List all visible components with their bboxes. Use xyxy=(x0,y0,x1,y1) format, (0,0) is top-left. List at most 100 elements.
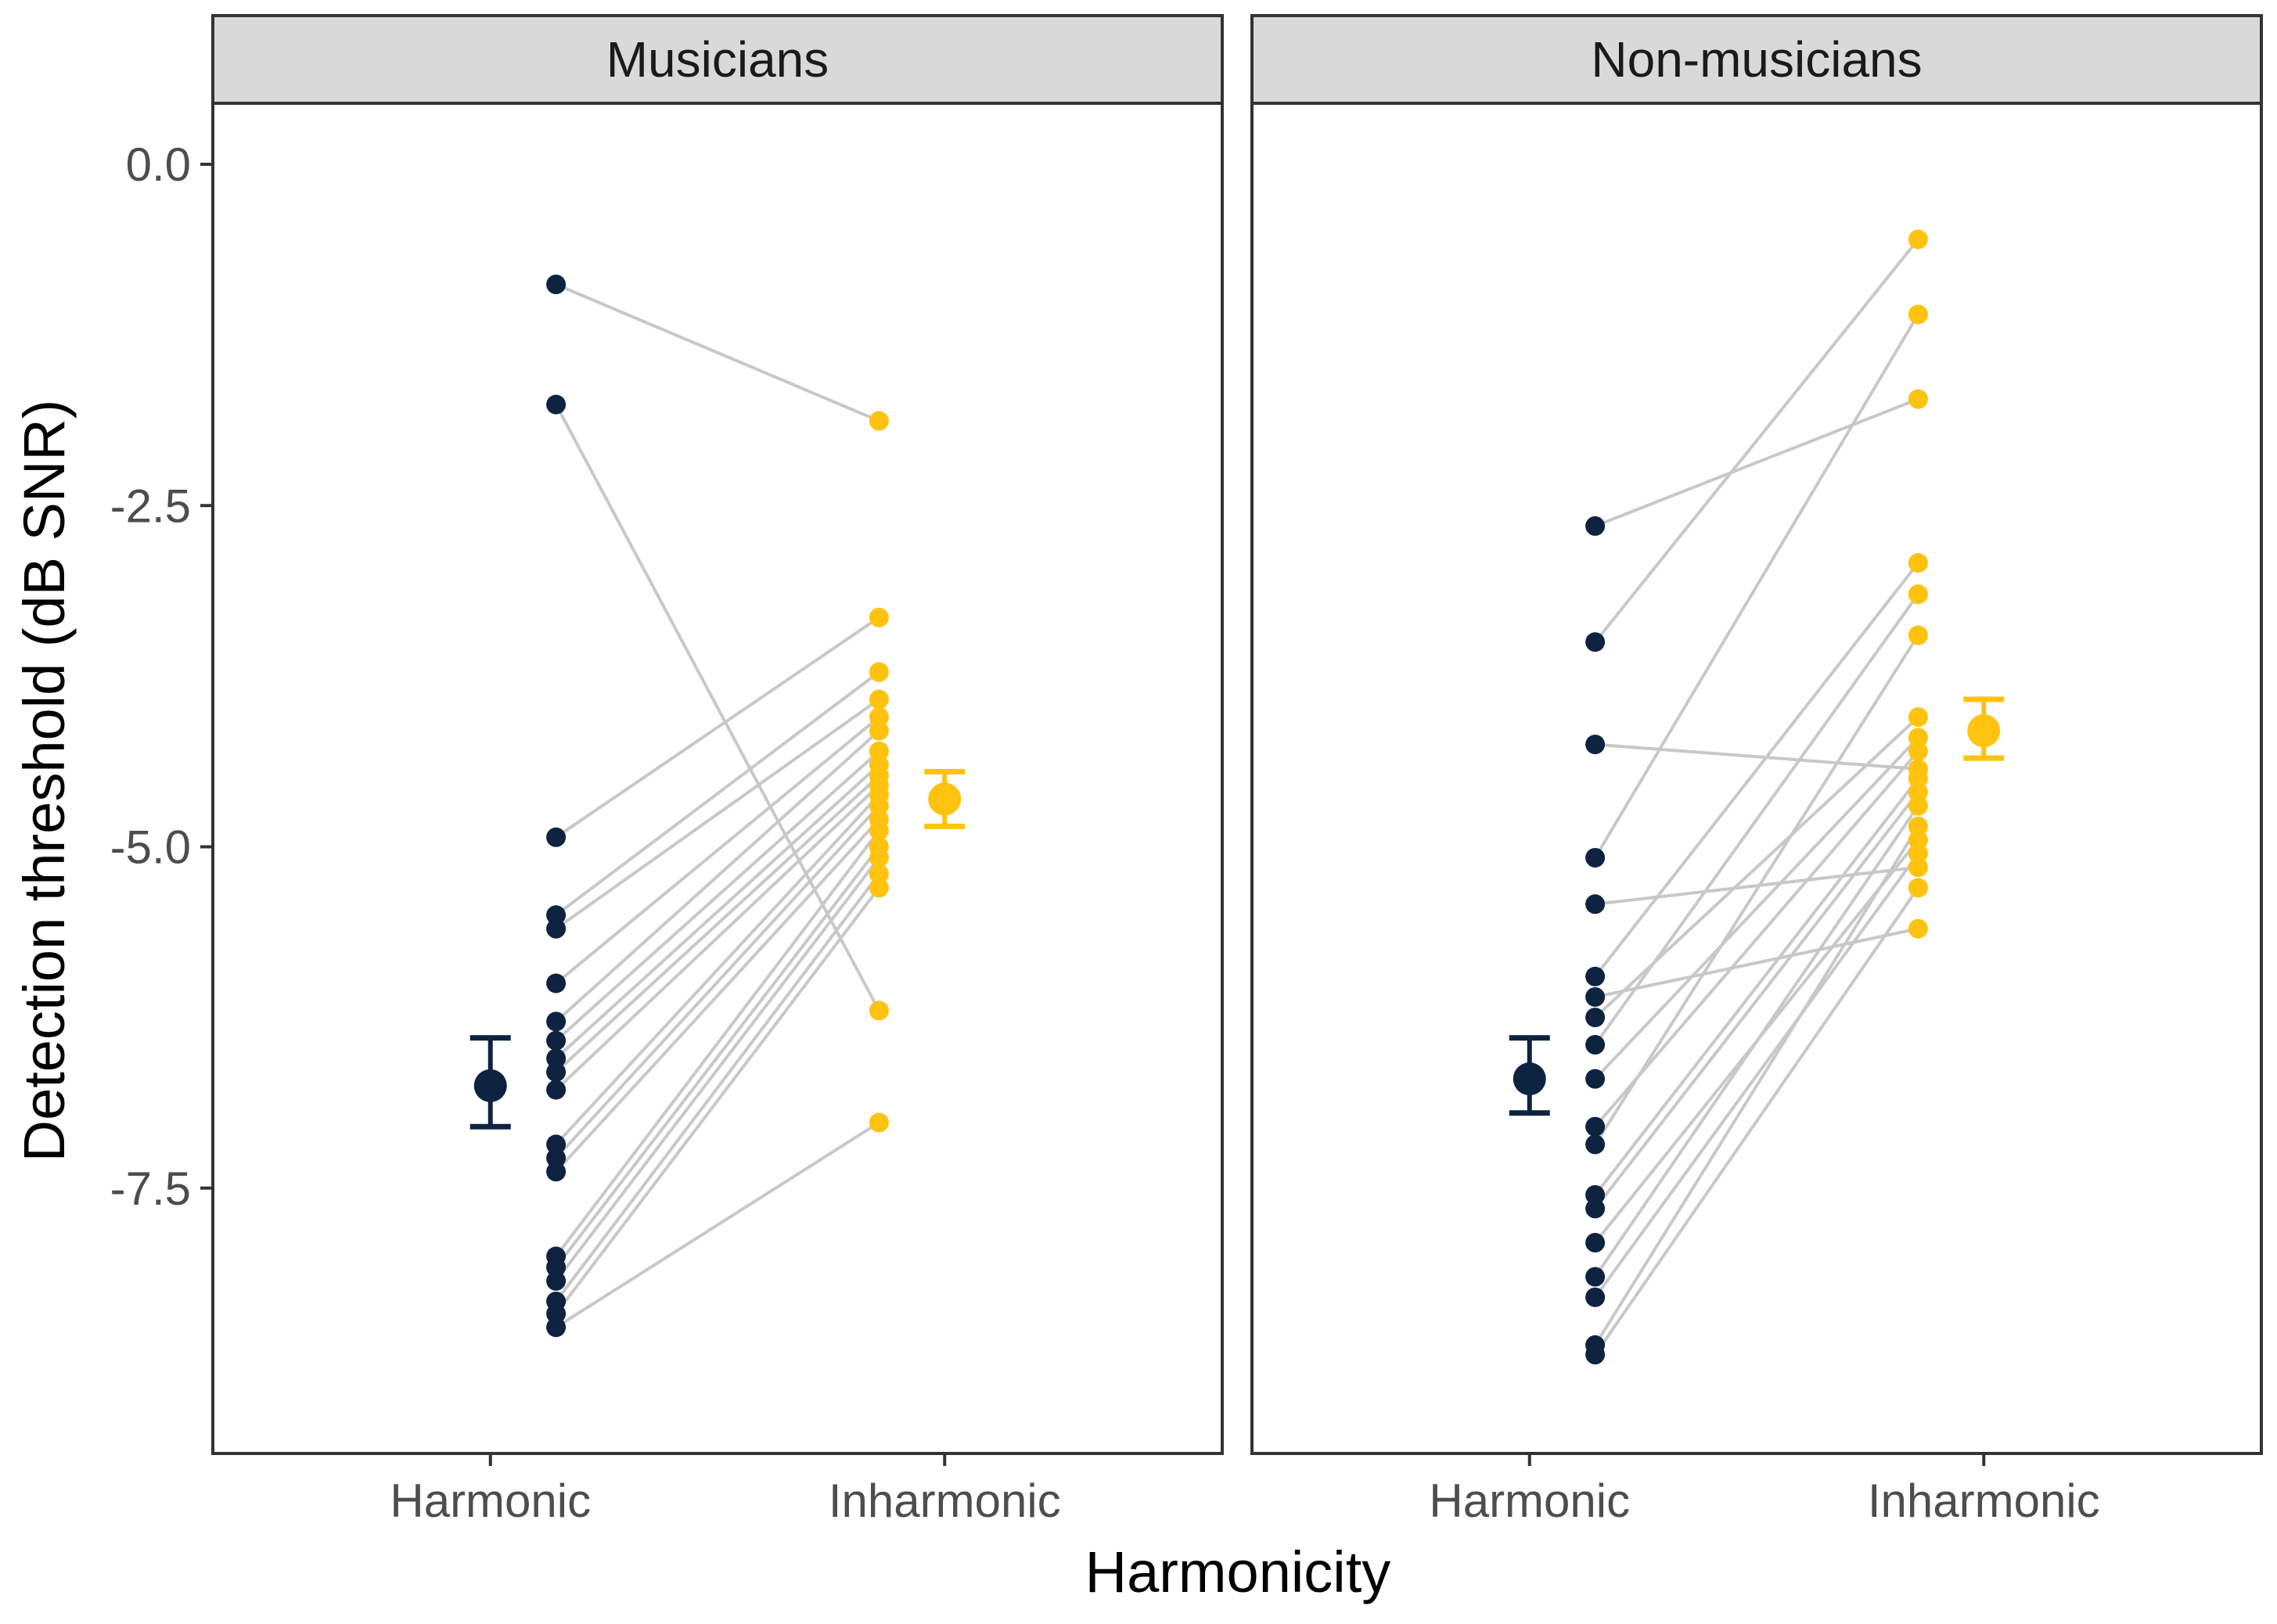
harmonic-point xyxy=(1585,516,1606,536)
inharmonic-point xyxy=(1908,625,1928,645)
harmonic-mean-point xyxy=(473,1069,507,1102)
y-axis-title: Detection threshold (dB SNR) xyxy=(12,400,77,1162)
harmonic-point xyxy=(546,918,567,939)
inharmonic-point xyxy=(1908,768,1928,789)
harmonic-point xyxy=(1585,986,1606,1007)
harmonic-point xyxy=(1585,1198,1606,1219)
pair-line xyxy=(1593,886,1920,1356)
pair-line xyxy=(555,616,880,839)
harmonic-point xyxy=(1585,1134,1606,1155)
y-axis: 0.0 -2.5 -5.0 -7.5 xyxy=(110,138,213,1215)
inharmonic-point xyxy=(869,411,889,431)
harmonic-point xyxy=(546,1270,567,1291)
x-tick-label: Harmonic xyxy=(390,1475,591,1527)
inharmonic-point xyxy=(869,796,889,816)
harmonic-point xyxy=(1585,1069,1606,1089)
harmonic-point xyxy=(546,275,567,295)
pair-line xyxy=(555,282,880,422)
facet-label: Non-musicians xyxy=(1591,31,1922,88)
inharmonic-mean-errorbar xyxy=(924,769,966,829)
harmonic-point xyxy=(1585,1116,1606,1137)
pair-line xyxy=(555,1121,880,1329)
pair-line xyxy=(1593,593,1920,1046)
harmonic-mean-errorbar xyxy=(469,1035,511,1130)
pair-line xyxy=(1593,805,1920,1278)
inharmonic-point xyxy=(869,707,889,728)
pair-line xyxy=(555,749,880,1042)
inharmonic-point xyxy=(869,689,889,710)
inharmonic-point xyxy=(1908,843,1928,864)
harmonic-point xyxy=(546,827,567,847)
x-tick-label: Inharmonic xyxy=(829,1475,1061,1527)
pair-line xyxy=(555,763,880,1060)
pair-line xyxy=(555,818,880,1173)
data-points xyxy=(1585,229,1928,1365)
harmonic-point xyxy=(1585,1345,1606,1365)
pair-lines xyxy=(554,282,881,1329)
pair-line xyxy=(555,829,880,1258)
inharmonic-point xyxy=(1908,918,1928,939)
inharmonic-point xyxy=(1908,707,1928,728)
harmonic-point xyxy=(546,1011,567,1032)
y-tick-label: 0.0 xyxy=(126,138,191,191)
pair-line xyxy=(555,784,880,1091)
pair-line xyxy=(555,716,880,985)
inharmonic-point xyxy=(1908,796,1928,816)
inharmonic-point xyxy=(869,720,889,741)
inharmonic-point xyxy=(1908,782,1928,803)
inharmonic-point xyxy=(1908,830,1928,850)
pair-line xyxy=(1594,736,1919,1080)
inharmonic-point xyxy=(869,662,889,682)
harmonic-point xyxy=(1585,966,1606,986)
harmonic-point xyxy=(1585,1267,1606,1287)
pair-line xyxy=(555,873,880,1302)
harmonic-point xyxy=(546,1030,567,1051)
pair-line xyxy=(1593,853,1920,1299)
harmonic-point xyxy=(1585,1287,1606,1307)
pair-line xyxy=(555,804,880,1159)
harmonic-point xyxy=(546,905,567,925)
x-tick-label: Harmonic xyxy=(1429,1475,1630,1527)
y-tick-label: -7.5 xyxy=(110,1162,191,1215)
inharmonic-mean-errorbar xyxy=(1963,696,2005,761)
pair-line xyxy=(1594,750,1919,1128)
harmonic-point xyxy=(1585,1233,1606,1253)
pair-line xyxy=(1594,562,1919,978)
inharmonic-point xyxy=(1908,584,1928,605)
pair-line xyxy=(1593,634,1920,1145)
panel-musicians: Musicians Harmonic Inharmonic xyxy=(211,14,1224,1527)
harmonic-point xyxy=(1585,847,1606,868)
harmonic-point xyxy=(546,1148,567,1168)
pair-lines xyxy=(1593,238,1920,1356)
pair-line xyxy=(1594,778,1919,1196)
harmonic-point xyxy=(546,1317,567,1338)
pair-line xyxy=(555,729,880,1023)
inharmonic-point xyxy=(1908,389,1928,409)
inharmonic-point xyxy=(1908,553,1928,573)
pair-line xyxy=(555,857,880,1282)
inharmonic-point xyxy=(1908,816,1928,836)
panel-frame xyxy=(1250,102,2263,1455)
harmonic-point xyxy=(546,1062,567,1082)
inharmonic-point xyxy=(869,1112,889,1133)
panel-frame xyxy=(211,102,1224,1455)
harmonic-point xyxy=(1585,1008,1606,1028)
inharmonic-point xyxy=(869,821,889,841)
inharmonic-mean-point xyxy=(1967,714,2001,748)
inharmonic-point xyxy=(1908,741,1928,761)
inharmonic-point xyxy=(1908,857,1928,878)
harmonic-point xyxy=(546,973,567,993)
harmonic-point xyxy=(1585,735,1606,755)
facet-strip xyxy=(211,14,1224,105)
pair-line xyxy=(555,774,880,1073)
pair-line xyxy=(555,846,880,1269)
harmonic-point xyxy=(546,1257,567,1277)
inharmonic-point xyxy=(869,847,889,868)
harmonic-point xyxy=(1585,894,1606,914)
inharmonic-point xyxy=(1908,304,1928,325)
x-tick-label: Inharmonic xyxy=(1868,1475,2100,1527)
y-tick-label: -5.0 xyxy=(110,821,191,874)
pair-line xyxy=(555,670,880,917)
x-axis-title: Harmonicity xyxy=(1085,1540,1391,1604)
